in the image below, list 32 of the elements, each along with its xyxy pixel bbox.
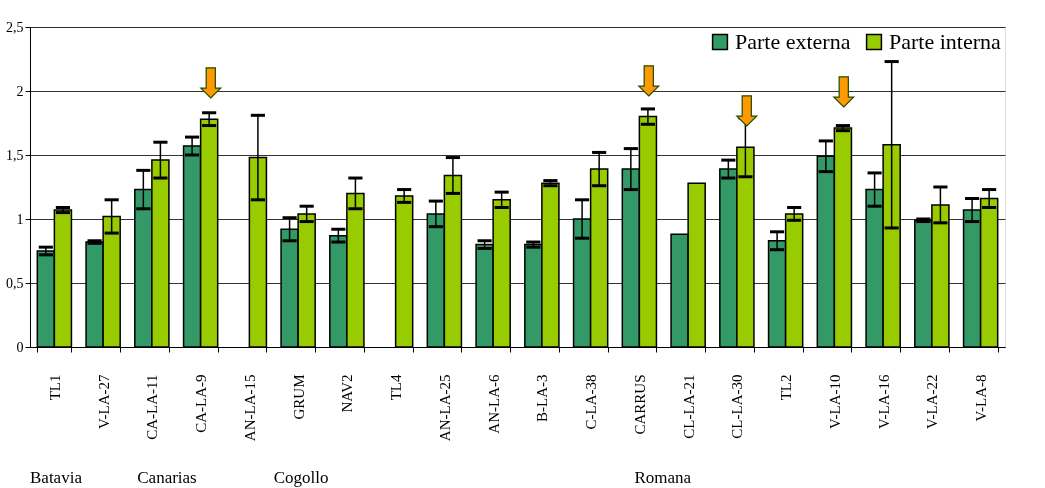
- x-tick-label: AN-LA-15: [241, 374, 258, 442]
- text: Cogollo: [273, 468, 329, 487]
- x-tick-label: V-LA-22: [924, 374, 941, 429]
- x-tick-label: TL4: [388, 374, 405, 401]
- x-tick-label: CARRUS: [631, 374, 648, 435]
- x-tick-label: CA-LA-11: [144, 374, 161, 440]
- x-tick-label: V-LA-8: [973, 374, 990, 422]
- x-tick-label: NAV2: [339, 374, 356, 413]
- y-tick-label: 1,5: [6, 147, 24, 163]
- y-tick-label: 0: [16, 339, 24, 355]
- x-tick-label: AN-LA-6: [485, 374, 502, 434]
- x-tick-label: V-LA-27: [95, 374, 112, 429]
- x-tick-label: C-LA-38: [583, 374, 600, 430]
- text: Romana: [634, 468, 692, 487]
- legend-label: Parte externa: [735, 29, 851, 54]
- x-tick-label: B-LA-3: [534, 374, 551, 422]
- legend-label: Parte interna: [889, 29, 1002, 54]
- x-tick-label: GRUM: [290, 374, 307, 420]
- x-tick-label: AN-LA-25: [436, 374, 453, 442]
- x-tick-label: CL-LA-30: [729, 374, 746, 439]
- text: Batavia: [30, 468, 83, 487]
- x-tick-label: TL1: [46, 374, 63, 401]
- x-tick-label: TL2: [778, 374, 795, 401]
- x-tick-label: CL-LA-21: [680, 374, 697, 439]
- x-tick-label: V-LA-10: [826, 374, 843, 429]
- x-tick-label: V-LA-16: [875, 374, 892, 429]
- x-tick-label: CA-LA-9: [193, 374, 210, 433]
- y-tick-label: 0,5: [6, 275, 24, 291]
- y-tick-label: 2,5: [6, 19, 24, 35]
- y-tick-label: 2: [16, 83, 24, 99]
- y-tick-label: 1: [16, 211, 24, 227]
- text: Canarias: [137, 468, 197, 487]
